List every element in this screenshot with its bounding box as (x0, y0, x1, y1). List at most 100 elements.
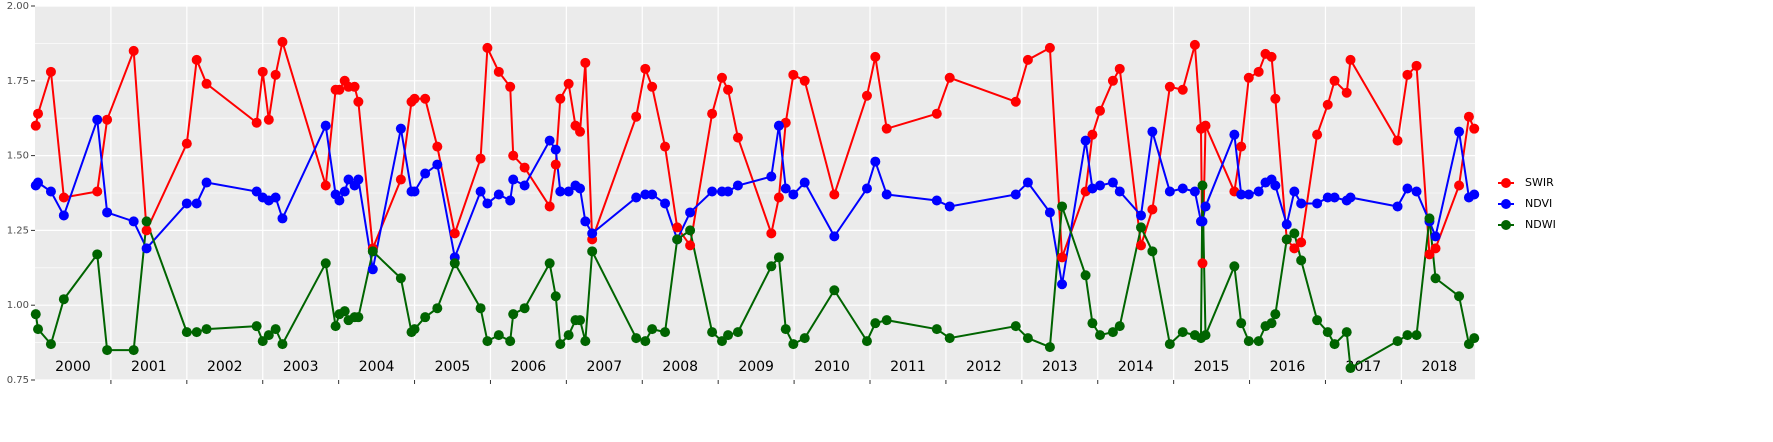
point (181, 327, 192, 338)
point (780, 324, 791, 335)
year-label: 2003 (283, 359, 319, 375)
point (944, 72, 955, 83)
point (631, 333, 642, 344)
point (799, 75, 810, 86)
point (519, 162, 530, 173)
point (1270, 93, 1281, 104)
point (1197, 216, 1208, 227)
point (1411, 330, 1422, 341)
point (1095, 105, 1106, 116)
point (201, 78, 212, 89)
point (1197, 180, 1208, 191)
year-label: 2001 (131, 359, 167, 375)
point (881, 189, 892, 200)
point (432, 159, 443, 170)
point (475, 303, 486, 314)
point (181, 198, 192, 209)
point (647, 81, 658, 92)
point (30, 309, 41, 320)
point (1057, 252, 1068, 263)
point (367, 264, 378, 275)
point (251, 321, 262, 332)
point (788, 339, 799, 350)
point (1057, 279, 1068, 290)
point (1402, 69, 1413, 80)
point (563, 186, 574, 197)
point (1341, 327, 1352, 338)
point (1329, 192, 1340, 203)
point (1177, 84, 1188, 95)
point (660, 198, 671, 209)
point (766, 228, 777, 239)
year-label: 2004 (359, 359, 395, 375)
point (881, 315, 892, 326)
point (395, 174, 406, 185)
point (1087, 129, 1098, 140)
point (799, 177, 810, 188)
point (1253, 186, 1264, 197)
point (544, 201, 555, 212)
point (773, 192, 784, 203)
point (320, 258, 331, 269)
point (1469, 333, 1480, 344)
point (1341, 87, 1352, 98)
point (482, 336, 493, 347)
point (1010, 321, 1021, 332)
point (1329, 339, 1340, 350)
year-label: 2007 (586, 359, 622, 375)
point (1057, 201, 1068, 212)
point (861, 90, 872, 101)
point (707, 186, 718, 197)
year-label: 2015 (1194, 359, 1230, 375)
point (773, 252, 784, 263)
point (1402, 330, 1413, 341)
point (1345, 192, 1356, 203)
point (270, 324, 281, 335)
point (263, 114, 274, 125)
point (33, 108, 44, 119)
point (1454, 291, 1465, 302)
point (931, 108, 942, 119)
point (334, 195, 345, 206)
year-label: 2002 (207, 359, 243, 375)
point (647, 189, 658, 200)
year-label: 2008 (662, 359, 698, 375)
point (1164, 339, 1175, 350)
point (201, 177, 212, 188)
point (1114, 321, 1125, 332)
point (128, 45, 139, 56)
point (944, 201, 955, 212)
year-label: 2014 (1118, 359, 1154, 375)
point (829, 231, 840, 242)
point (631, 192, 642, 203)
point (1296, 255, 1307, 266)
point (1236, 141, 1247, 152)
point (1147, 204, 1158, 215)
point (409, 186, 420, 197)
point (141, 243, 152, 254)
point (685, 207, 696, 218)
point (640, 336, 651, 347)
year-label: 2005 (435, 359, 471, 375)
point (1080, 270, 1091, 281)
point (1266, 51, 1277, 62)
point (395, 273, 406, 284)
point (45, 66, 56, 77)
point (1095, 180, 1106, 191)
point (367, 246, 378, 257)
point (931, 195, 942, 206)
point (1312, 198, 1323, 209)
point (640, 189, 651, 200)
point (1329, 75, 1340, 86)
point (102, 345, 113, 356)
point (1266, 318, 1277, 329)
point (799, 333, 810, 344)
point (92, 186, 103, 197)
point (191, 198, 202, 209)
point (1312, 129, 1323, 140)
point (45, 339, 56, 350)
point (1044, 42, 1055, 53)
point (555, 186, 566, 197)
point (555, 339, 566, 350)
point (587, 228, 598, 239)
